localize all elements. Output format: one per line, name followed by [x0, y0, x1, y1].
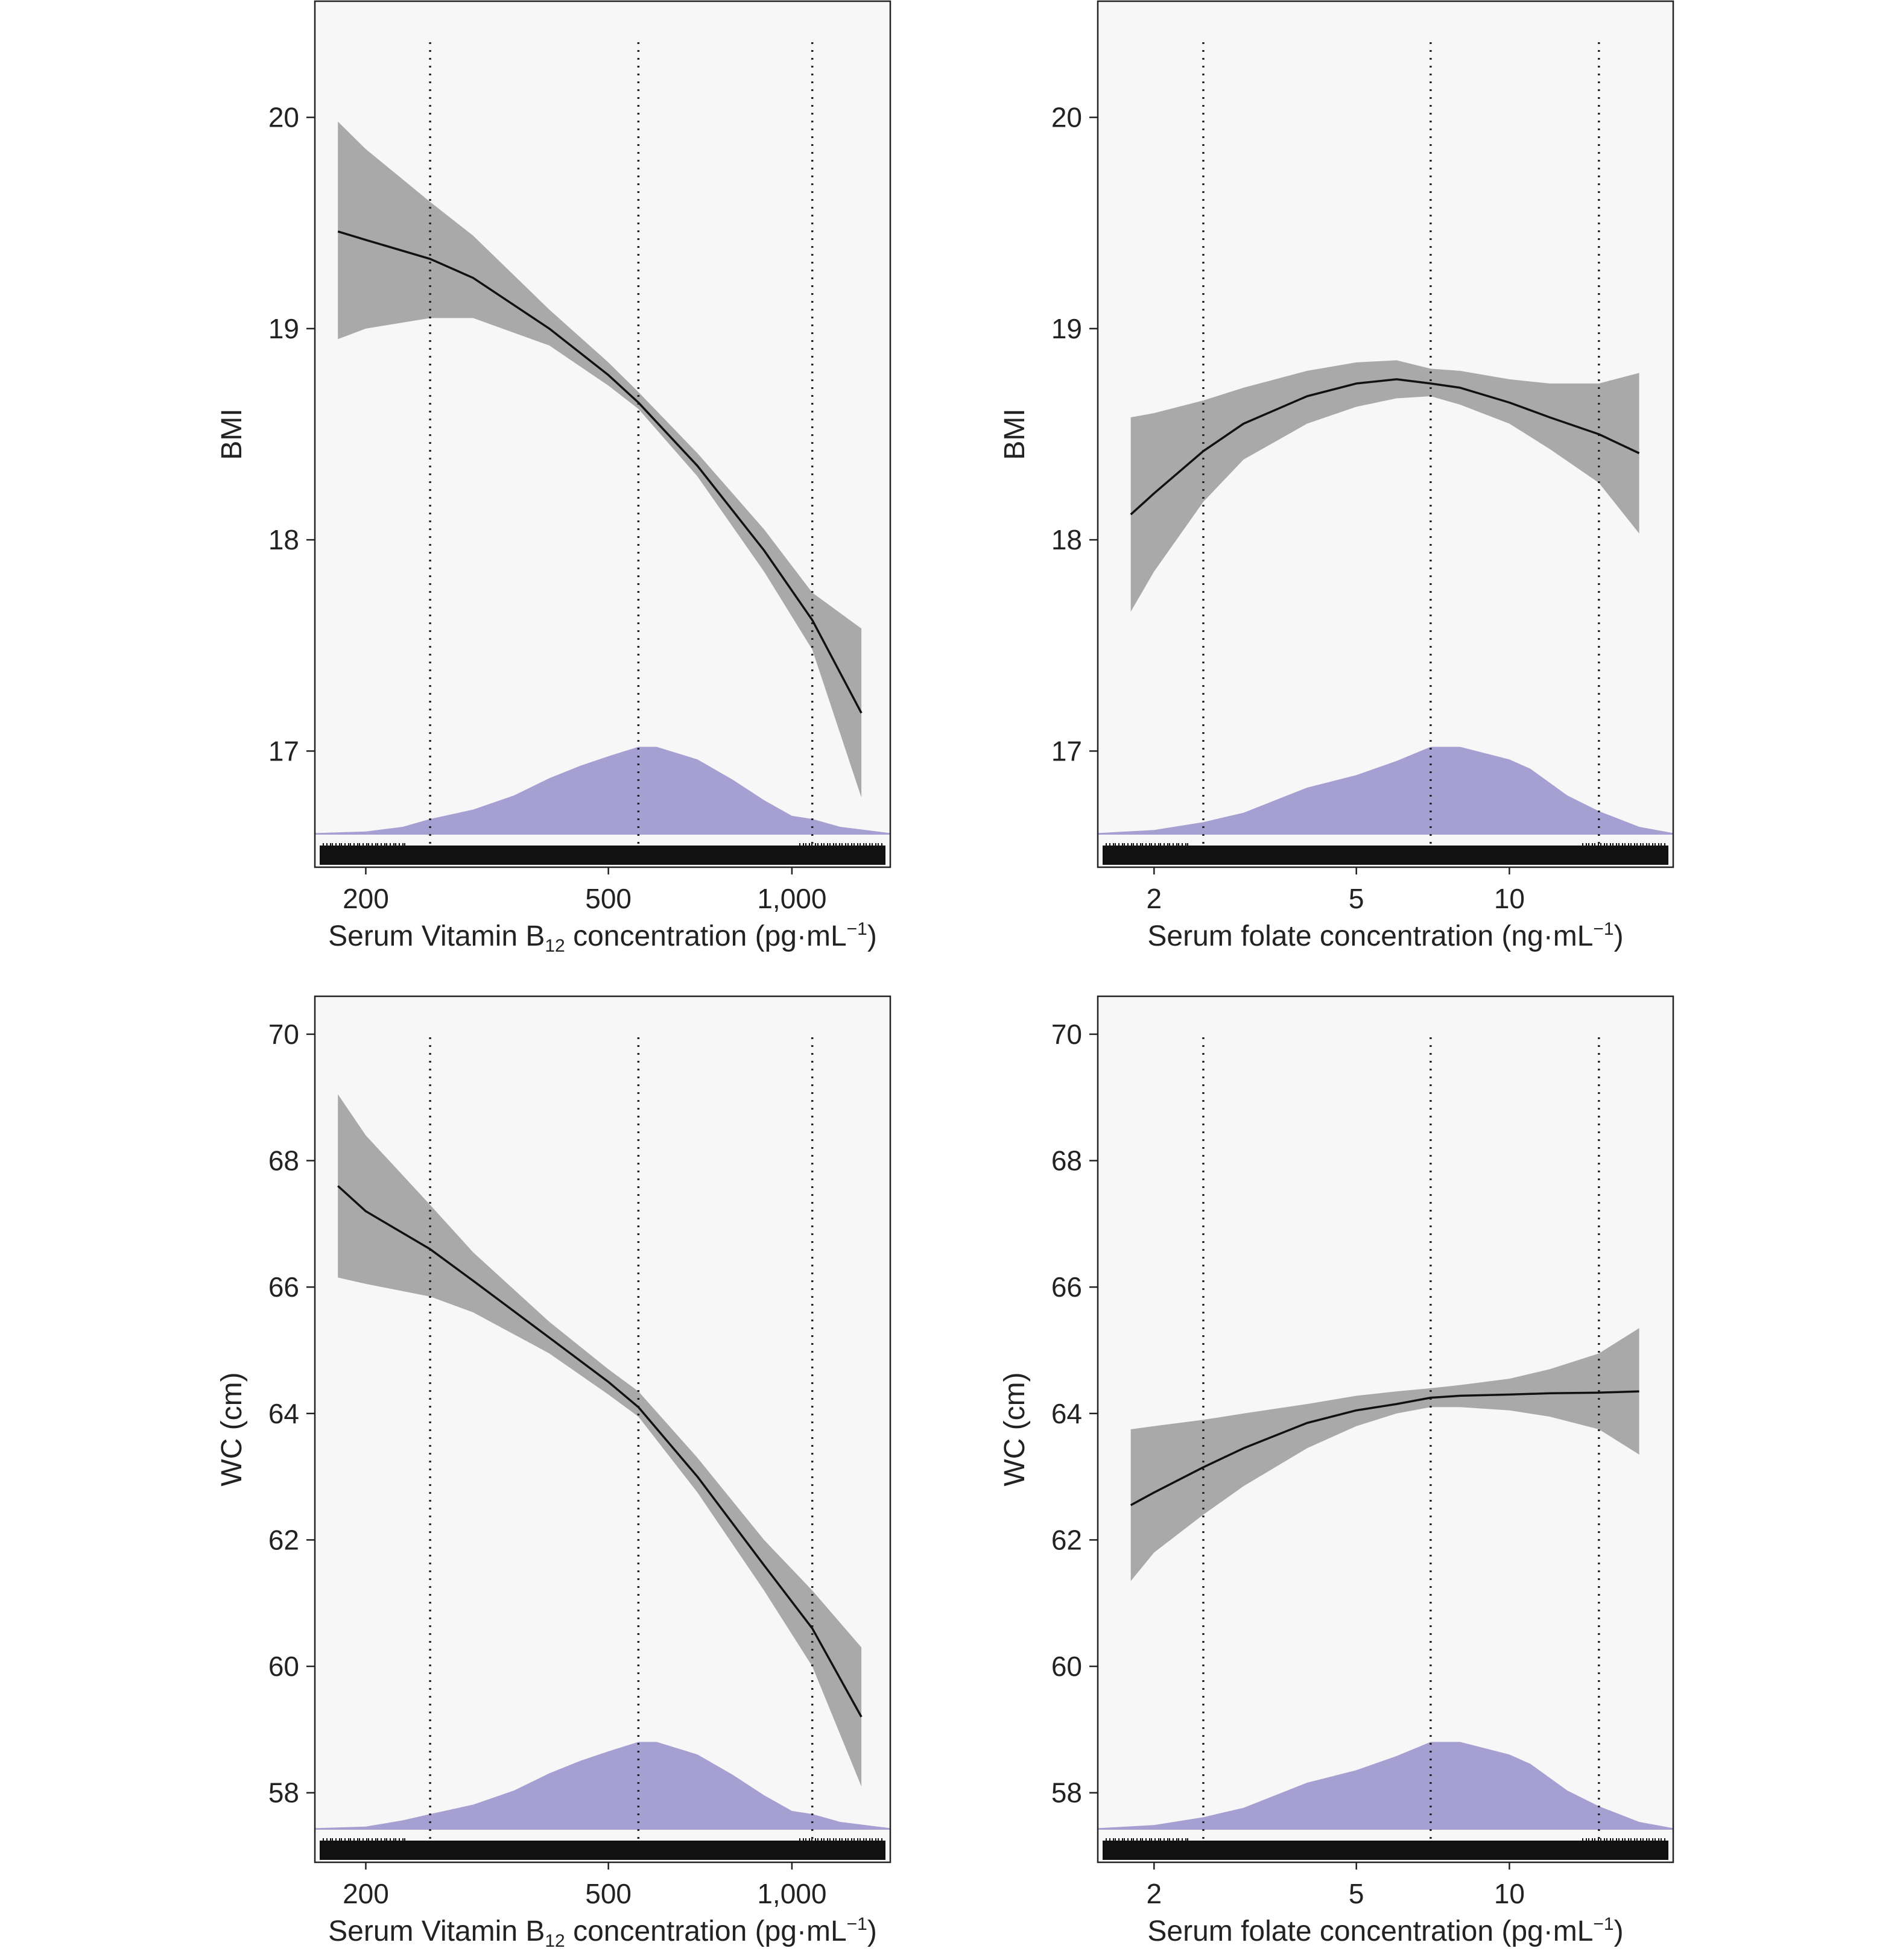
x-axis-label-part: Serum Vitamin B	[328, 920, 545, 952]
panel-frame	[1097, 0, 1674, 868]
x-axis-label-part: )	[867, 1915, 877, 1947]
y-axis-label: WC (cm)	[999, 1372, 1031, 1486]
y-tick-label: 70	[268, 1019, 299, 1050]
rug-band	[1103, 846, 1668, 865]
x-axis-label: Serum Vitamin B12 concentration (pg·mL−1…	[328, 919, 877, 956]
x-axis-label-part: concentration (pg·mL	[565, 1915, 847, 1947]
y-axis-label: BMI	[216, 408, 248, 460]
x-tick-label: 5	[1349, 1878, 1364, 1909]
x-axis-label-part: )	[1614, 920, 1624, 952]
y-tick-label: 68	[1051, 1145, 1082, 1177]
y-tick-label: 18	[268, 524, 299, 555]
chart-panel-bottom-left: 58 60 62 64 66 68 70 200 500 1,000 WC (cm) Serum Vi…	[216, 995, 891, 1951]
x-axis-label-part: 12	[545, 936, 565, 956]
x-tick-label: 10	[1494, 1878, 1525, 1909]
x-axis-label-part: −1	[1593, 1914, 1613, 1934]
spline-line	[1130, 1390, 1639, 1506]
rug-band	[1103, 1841, 1668, 1860]
confidence-band	[338, 1094, 862, 1787]
x-axis-label-part: )	[1614, 1915, 1624, 1947]
y-tick-label: 62	[268, 1524, 299, 1555]
density-area	[315, 747, 890, 835]
y-axis-label: BMI	[999, 408, 1031, 460]
y-tick-label: 64	[1051, 1398, 1082, 1429]
density-area	[1098, 1742, 1673, 1830]
y-tick-label: 60	[268, 1651, 299, 1682]
spline-line	[337, 230, 863, 714]
chart-panel-top-left: 17 18 19 20 200 500 1,000 BMI Serum Vitamin B12 …	[216, 0, 891, 956]
confidence-band	[1130, 360, 1639, 612]
x-axis-label-part: )	[867, 920, 877, 952]
y-tick-label: 60	[1051, 1651, 1082, 1682]
spline-line	[337, 1185, 863, 1718]
y-tick-label: 19	[1051, 313, 1082, 344]
x-axis-label-part: concentration (pg·mL	[565, 920, 847, 952]
density-area	[315, 1742, 890, 1830]
x-tick-label: 5	[1349, 883, 1364, 914]
y-tick-label: 18	[1051, 524, 1082, 555]
x-axis-label-part: Serum folate concentration (pg·mL	[1147, 1915, 1593, 1947]
rug-band	[320, 846, 885, 865]
y-tick-label: 66	[268, 1271, 299, 1303]
chart-panel-bottom-right: 58 60 62 64 66 68 70 2 5 10 WC (cm) Serum folate co…	[999, 995, 1674, 1947]
y-tick-label: 70	[1051, 1019, 1082, 1050]
x-tick-label: 200	[343, 883, 389, 914]
x-axis-label-part: −1	[847, 919, 867, 939]
x-axis-label-part: 12	[545, 1931, 565, 1951]
plot-background	[315, 1, 890, 867]
x-axis-label-part: Serum Vitamin B	[328, 1915, 545, 1947]
x-axis-label-part: −1	[847, 1914, 867, 1934]
y-tick-label: 17	[268, 735, 299, 767]
panel-frame	[314, 0, 891, 868]
spline-line	[1130, 378, 1640, 516]
y-tick-label: 20	[268, 102, 299, 133]
x-tick-label: 500	[585, 883, 632, 914]
y-tick-label: 20	[1051, 102, 1082, 133]
rug-band	[320, 1841, 885, 1860]
x-axis-label-part: −1	[1593, 919, 1613, 939]
x-axis-label-part: Serum folate concentration (ng·mL	[1147, 920, 1593, 952]
y-tick-label: 66	[1051, 1271, 1082, 1303]
y-tick-label: 17	[1051, 735, 1082, 767]
y-tick-label: 19	[268, 313, 299, 344]
y-axis-label: WC (cm)	[216, 1372, 248, 1486]
x-tick-label: 10	[1494, 883, 1525, 914]
confidence-band	[1130, 1328, 1639, 1581]
x-axis-label: Serum folate concentration (pg·mL−1)	[1147, 1914, 1623, 1947]
x-tick-label: 1,000	[757, 883, 826, 914]
panel-frame	[314, 995, 891, 1864]
y-tick-label: 68	[268, 1145, 299, 1177]
density-area	[1098, 747, 1673, 835]
x-tick-label: 1,000	[757, 1878, 826, 1909]
y-tick-label: 62	[1051, 1524, 1082, 1555]
y-tick-label: 58	[268, 1777, 299, 1809]
x-tick-label: 500	[585, 1878, 632, 1909]
x-axis-label: Serum folate concentration (ng·mL−1)	[1147, 919, 1623, 952]
x-tick-label: 2	[1147, 883, 1162, 914]
x-axis-label: Serum Vitamin B12 concentration (pg·mL−1…	[328, 1914, 877, 1951]
x-tick-label: 200	[343, 1878, 389, 1909]
plot-background	[315, 996, 890, 1862]
y-tick-label: 64	[268, 1398, 299, 1429]
y-tick-label: 58	[1051, 1777, 1082, 1809]
chart-panel-top-right: 17 18 19 20 2 5 10 BMI Serum folate concentratio…	[999, 0, 1674, 952]
x-tick-label: 2	[1147, 1878, 1162, 1909]
panel-frame	[1097, 995, 1674, 1864]
confidence-band	[338, 121, 862, 798]
